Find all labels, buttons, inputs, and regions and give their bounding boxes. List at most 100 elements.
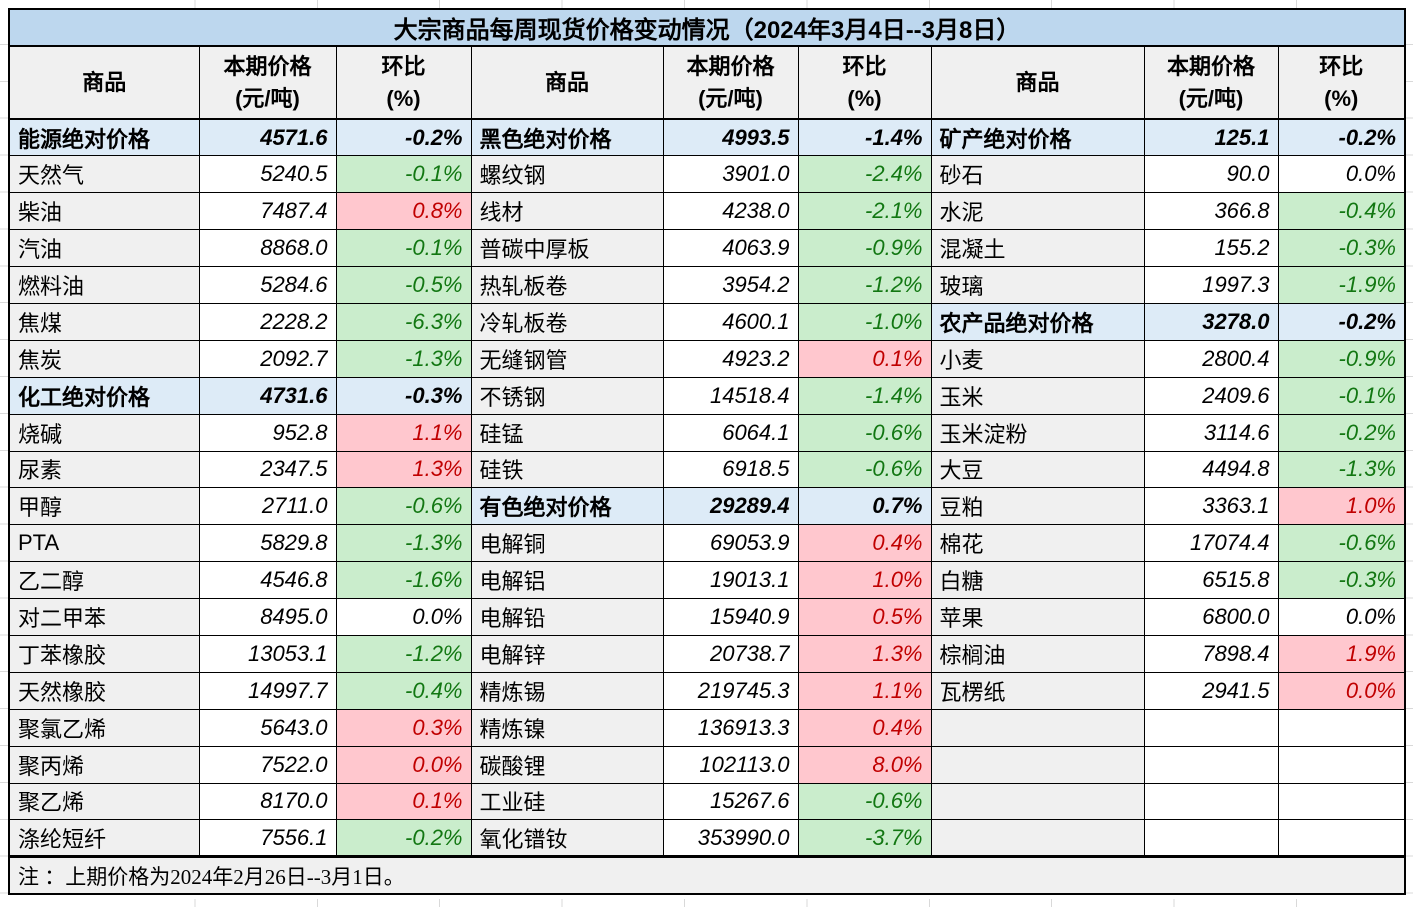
price-cell: 4923.2 bbox=[662, 339, 799, 378]
price-cell: 2711.0 bbox=[198, 487, 337, 526]
pct-change-cell: -0.3% bbox=[1277, 229, 1406, 268]
table-row: 乙二醇 4546.8 -1.6% 电解铝 19013.1 1.0% 白糖 6515.8 -0.3… bbox=[8, 561, 1406, 600]
table-row: 天然气 5240.5 -0.1% 螺纹钢 3901.0 -2.4% 砂石 90.0 0.0% bbox=[8, 155, 1406, 194]
pct-change-cell bbox=[1277, 745, 1406, 784]
price-cell: 125.1 bbox=[1143, 118, 1279, 157]
price-cell: 15267.6 bbox=[662, 782, 799, 821]
pct-change-cell: -0.6% bbox=[335, 487, 472, 526]
pct-unit-label: (%) bbox=[847, 85, 882, 111]
pct-column-header: 环比 (%) bbox=[1277, 45, 1406, 120]
price-cell: 6064.1 bbox=[662, 413, 799, 452]
price-header-label: 本期价格 bbox=[223, 53, 312, 79]
price-cell: 353990.0 bbox=[662, 819, 799, 858]
commodity-name-cell: 矿产绝对价格 bbox=[930, 118, 1145, 157]
price-cell: 7898.4 bbox=[1143, 634, 1279, 673]
commodity-name-cell: 不锈钢 bbox=[470, 376, 664, 415]
commodity-name-cell: 乙二醇 bbox=[8, 561, 200, 600]
commodity-name-cell: 工业硅 bbox=[470, 782, 664, 821]
commodity-name-cell bbox=[930, 782, 1145, 821]
commodity-name-cell: 有色绝对价格 bbox=[470, 487, 664, 526]
price-cell: 5284.6 bbox=[198, 266, 337, 304]
commodity-name-cell: 天然橡胶 bbox=[8, 671, 200, 710]
commodity-name-cell: 小麦 bbox=[930, 339, 1145, 378]
pct-change-cell: -0.3% bbox=[1277, 561, 1406, 600]
price-cell: 5829.8 bbox=[198, 524, 337, 563]
pct-change-cell: -0.6% bbox=[797, 413, 932, 452]
commodity-name-cell: 棕榈油 bbox=[930, 634, 1145, 673]
pct-column-header: 环比 (%) bbox=[797, 45, 932, 120]
price-column-header: 本期价格 (元/吨) bbox=[198, 45, 337, 120]
commodity-name-cell: 水泥 bbox=[930, 192, 1145, 231]
pct-change-cell: -0.6% bbox=[797, 782, 932, 821]
commodity-name-cell: 化工绝对价格 bbox=[8, 376, 200, 415]
sheet-gridlines-top bbox=[73, 0, 1413, 8]
pct-change-cell: 0.1% bbox=[797, 339, 932, 378]
price-cell: 2228.2 bbox=[198, 302, 337, 341]
price-cell: 1997.3 bbox=[1143, 266, 1279, 304]
pct-unit-label: (%) bbox=[386, 85, 421, 111]
pct-change-cell: 1.3% bbox=[335, 450, 472, 489]
commodity-name-cell: 苹果 bbox=[930, 598, 1145, 636]
price-cell: 4731.6 bbox=[198, 376, 337, 415]
commodity-name-cell: 瓦楞纸 bbox=[930, 671, 1145, 710]
commodity-name-cell: 聚氯乙烯 bbox=[8, 708, 200, 747]
price-cell: 6800.0 bbox=[1143, 598, 1279, 636]
price-cell: 15940.9 bbox=[662, 598, 799, 636]
table-row: 聚氯乙烯 5643.0 0.3% 精炼镍 136913.3 0.4% bbox=[8, 708, 1406, 747]
price-cell: 7522.0 bbox=[198, 745, 337, 784]
table-row: 涤纶短纤 7556.1 -0.2% 氧化镨钕 353990.0 -3.7% bbox=[8, 819, 1406, 858]
pct-change-cell: 0.3% bbox=[335, 708, 472, 747]
price-cell: 8868.0 bbox=[198, 229, 337, 268]
sheet-gridlines-left bbox=[0, 8, 8, 899]
pct-change-cell: -0.3% bbox=[335, 376, 472, 415]
commodity-name-cell: 硅铁 bbox=[470, 450, 664, 489]
pct-change-cell: 1.0% bbox=[797, 561, 932, 600]
table-title: 大宗商品每周现货价格变动情况（2024年3月4日--3月8日） bbox=[8, 8, 1406, 47]
table-row: 汽油 8868.0 -0.1% 普碳中厚板 4063.9 -0.9% 混凝土 155.2 -0.… bbox=[8, 229, 1406, 268]
table-row: 天然橡胶 14997.7 -0.4% 精炼锡 219745.3 1.1% 瓦楞纸 2941.5… bbox=[8, 671, 1406, 710]
commodity-name-cell: 玉米淀粉 bbox=[930, 413, 1145, 452]
table-note: 注 ：上期价格为2024年2月26日--3月1日。 bbox=[8, 855, 1406, 895]
price-cell: 2941.5 bbox=[1143, 671, 1279, 710]
commodity-name-cell: 白糖 bbox=[930, 561, 1145, 600]
table-row: PTA 5829.8 -1.3% 电解铜 69053.9 0.4% 棉花 17074.4 -0.… bbox=[8, 524, 1406, 563]
commodity-name-cell: 天然气 bbox=[8, 155, 200, 194]
pct-change-cell: -1.2% bbox=[335, 634, 472, 673]
pct-change-cell: 1.3% bbox=[797, 634, 932, 673]
commodity-name-cell: 玉米 bbox=[930, 376, 1145, 415]
commodity-name-cell: 棉花 bbox=[930, 524, 1145, 563]
price-cell: 136913.3 bbox=[662, 708, 799, 747]
table-row: 化工绝对价格 4731.6 -0.3% 不锈钢 14518.4 -1.4% 玉米 2409.6… bbox=[8, 376, 1406, 415]
pct-change-cell: -1.3% bbox=[335, 524, 472, 563]
commodity-column-header: 商品 bbox=[470, 45, 664, 120]
pct-change-cell bbox=[1277, 819, 1406, 858]
pct-change-cell: -6.3% bbox=[335, 302, 472, 341]
pct-change-cell: -0.1% bbox=[1277, 376, 1406, 415]
pct-change-cell: -1.4% bbox=[797, 118, 932, 157]
price-cell: 102113.0 bbox=[662, 745, 799, 784]
pct-change-cell: -1.3% bbox=[335, 339, 472, 378]
price-cell: 3954.2 bbox=[662, 266, 799, 304]
pct-change-cell: -1.9% bbox=[1277, 266, 1406, 304]
commodity-name-cell: 玻璃 bbox=[930, 266, 1145, 304]
commodity-name-cell: 大豆 bbox=[930, 450, 1145, 489]
price-column-header: 本期价格 (元/吨) bbox=[1143, 45, 1279, 120]
commodity-header-label: 商品 bbox=[1015, 69, 1060, 95]
pct-change-cell: -0.2% bbox=[335, 118, 472, 157]
price-cell: 4063.9 bbox=[662, 229, 799, 268]
pct-change-cell: -0.4% bbox=[335, 671, 472, 710]
commodity-name-cell: 精炼锡 bbox=[470, 671, 664, 710]
price-cell: 20738.7 bbox=[662, 634, 799, 673]
pct-change-cell: -1.4% bbox=[797, 376, 932, 415]
pct-change-cell bbox=[1277, 708, 1406, 747]
table-row: 尿素 2347.5 1.3% 硅铁 6918.5 -0.6% 大豆 4494.8 -1.3% bbox=[8, 450, 1406, 489]
price-cell: 14518.4 bbox=[662, 376, 799, 415]
pct-header-label: 环比 bbox=[1319, 53, 1364, 79]
price-cell: 7556.1 bbox=[198, 819, 337, 858]
pct-change-cell: 0.0% bbox=[335, 598, 472, 636]
price-cell: 3363.1 bbox=[1143, 487, 1279, 526]
pct-change-cell: 0.0% bbox=[1277, 598, 1406, 636]
pct-change-cell: -2.4% bbox=[797, 155, 932, 194]
price-cell bbox=[1143, 745, 1279, 784]
price-cell: 8495.0 bbox=[198, 598, 337, 636]
